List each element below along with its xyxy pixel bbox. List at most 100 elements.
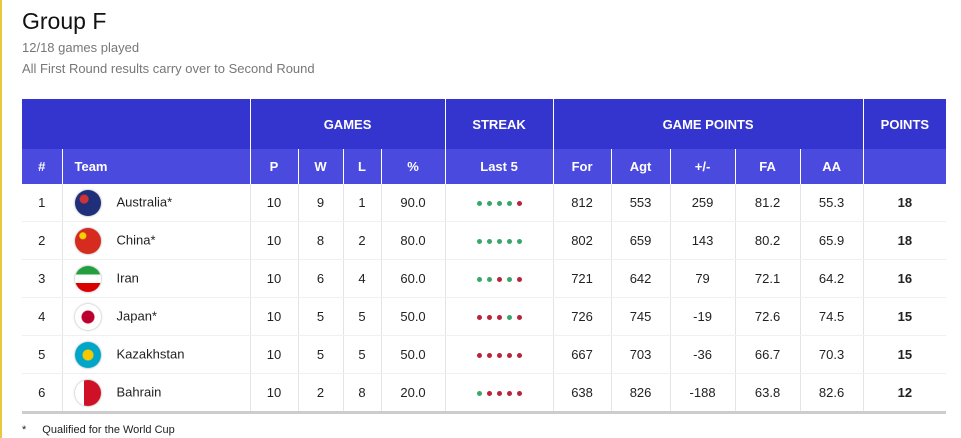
rank: 3 [22, 259, 63, 298]
streak-dot [516, 315, 522, 321]
cell: 72.6 [735, 297, 801, 336]
flag [74, 227, 101, 254]
streak-dot [506, 239, 512, 245]
team-cell: China* [62, 221, 251, 260]
cell: -36 [670, 335, 736, 374]
group-header: STREAK [445, 99, 554, 149]
cell: 802 [553, 221, 612, 260]
cell: 259 [670, 184, 736, 222]
rank: 1 [22, 184, 63, 222]
cell: 703 [611, 335, 671, 374]
cell: 638 [553, 373, 612, 414]
team-name: Kazakhstan [116, 345, 185, 361]
column-header: Agt [611, 149, 671, 184]
flag [74, 379, 101, 406]
footnote-text: Qualified for the World Cup [42, 424, 175, 436]
points: 15 [863, 335, 947, 374]
streak-dot [486, 391, 492, 397]
cell: 70.3 [800, 335, 864, 374]
column-header: Team [62, 149, 251, 184]
streak-dot [476, 315, 482, 321]
cell: 553 [611, 184, 671, 222]
streak-dot [486, 315, 492, 321]
cell: 5 [298, 297, 344, 336]
rank: 4 [22, 297, 63, 336]
team-name: Iran [116, 269, 139, 285]
column-header: # [22, 149, 63, 184]
streak-dot [496, 277, 502, 283]
cell: 20.0 [381, 373, 446, 414]
row: 2 China* 10 8 2 80.0 802 659 143 80.2 65.9 18 [22, 221, 947, 260]
group-header: POINTS [863, 99, 947, 149]
cell: 10 [250, 373, 299, 414]
streak-dot [506, 353, 512, 359]
cell: -188 [670, 373, 736, 414]
streak-dot [496, 353, 502, 359]
streak [445, 373, 554, 414]
streak-dot [476, 353, 482, 359]
team-cell: Iran [62, 259, 251, 298]
streak [445, 184, 554, 222]
streak-dot [476, 239, 482, 245]
points: 18 [863, 221, 947, 260]
flag [74, 189, 101, 216]
streak-dot [476, 201, 482, 207]
column-header: Last 5 [445, 149, 554, 184]
cell: 8 [343, 373, 382, 414]
cell: 659 [611, 221, 671, 260]
streak-dot [506, 315, 512, 321]
streak-dot [506, 277, 512, 283]
streak-dot [516, 201, 522, 207]
team-cell: Australia* [62, 184, 251, 222]
cell: 74.5 [800, 297, 864, 336]
column-header: FA [735, 149, 801, 184]
rank: 6 [22, 373, 63, 414]
cell: 66.7 [735, 335, 801, 374]
column-header: L [343, 149, 382, 184]
group-header: GAMES [250, 99, 446, 149]
cell: 72.1 [735, 259, 801, 298]
points: 12 [863, 373, 947, 414]
cell: 10 [250, 184, 299, 222]
group-header: GAME POINTS [553, 99, 864, 149]
column-header: P [250, 149, 299, 184]
flag [74, 341, 101, 368]
subtitle: 12/18 games played [22, 40, 140, 55]
note: All First Round results carry over to Se… [22, 61, 315, 76]
cell: 50.0 [381, 335, 446, 374]
streak-dot [516, 277, 522, 283]
cell: 10 [250, 259, 299, 298]
cell: 8 [298, 221, 344, 260]
cell: 5 [298, 335, 344, 374]
cell: 10 [250, 297, 299, 336]
cell: 5 [343, 335, 382, 374]
cell: 6 [298, 259, 344, 298]
streak-dot [506, 391, 512, 397]
cell: 721 [553, 259, 612, 298]
points: 16 [863, 259, 947, 298]
streak-dot [496, 239, 502, 245]
row: 5 Kazakhstan 10 5 5 50.0 667 703 -36 66.7 70.3 15 [22, 335, 947, 374]
cell: 64.2 [800, 259, 864, 298]
streak-dot [476, 391, 482, 397]
standings-table: GAMES STREAK GAME POINTS POINTS # Team P W L… [22, 99, 947, 414]
cell: 2 [343, 221, 382, 260]
streak-dot [476, 277, 482, 283]
cell: 55.3 [800, 184, 864, 222]
team-name: Australia* [116, 193, 173, 209]
team-cell: Bahrain [62, 373, 251, 414]
streak [445, 221, 554, 260]
team-name: Japan* [116, 307, 157, 323]
column-header: AA [800, 149, 864, 184]
cell: 82.6 [800, 373, 864, 414]
streak-dot [486, 353, 492, 359]
streak-dot [516, 353, 522, 359]
column-header: % [381, 149, 446, 184]
cell: 745 [611, 297, 671, 336]
cell: 80.0 [381, 221, 446, 260]
cell: 4 [343, 259, 382, 298]
streak-dot [496, 201, 502, 207]
team-cell: Japan* [62, 297, 251, 336]
streak-dot [496, 391, 502, 397]
streak-dot [506, 201, 512, 207]
